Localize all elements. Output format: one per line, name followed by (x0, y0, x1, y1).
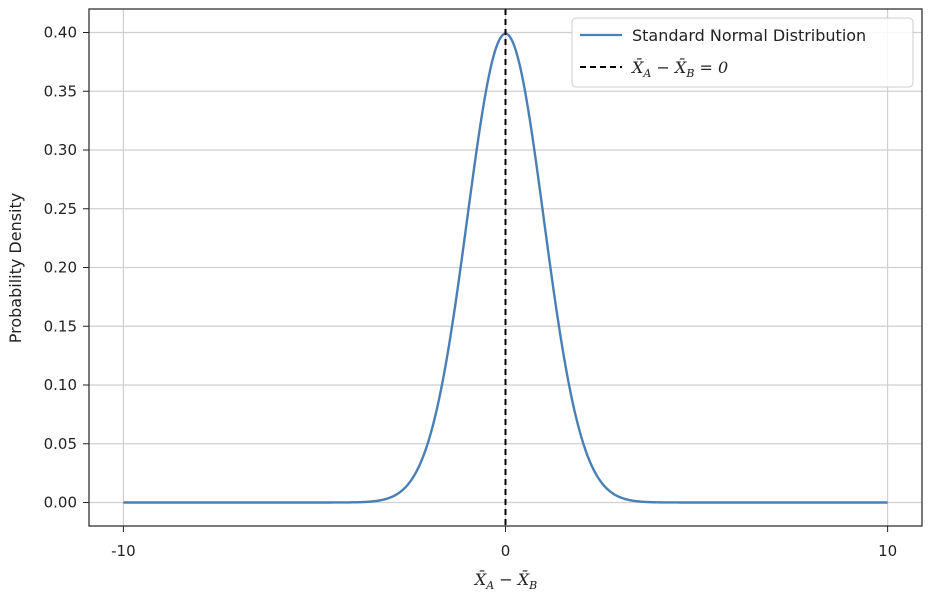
y-tick-label: 0.15 (44, 317, 77, 335)
y-axis-ticks: 0.00 0.05 0.10 0.15 0.20 0.25 0.30 0.35 0.40 (44, 24, 89, 512)
y-tick-label: 0.40 (44, 24, 77, 42)
legend: Standard Normal Distribution X̄A − X̄B =… (571, 17, 914, 88)
legend-label-normal: Standard Normal Distribution (632, 26, 866, 45)
y-tick-label: 0.25 (44, 200, 77, 218)
y-tick-label: 0.10 (44, 376, 77, 394)
legend-vline-xbar-b: X̄ (673, 56, 687, 77)
legend-vline-sub-a: A (642, 67, 651, 80)
x-axis-label: X̄A − X̄B (473, 568, 537, 592)
x-tick-label: -10 (111, 542, 136, 560)
legend-vline-xbar-a: X̄ (630, 56, 644, 77)
legend-box (571, 17, 914, 88)
x-tick-label: 0 (501, 542, 511, 560)
legend-label-vline: X̄A − X̄B = 0 (630, 56, 728, 80)
x-axis-label-sub-b: B (528, 579, 537, 592)
x-tick-label: 10 (878, 542, 897, 560)
legend-vline-equals: = 0 (694, 58, 728, 77)
y-tick-label: 0.05 (44, 435, 77, 453)
x-axis-ticks: -10 0 10 (111, 526, 897, 560)
x-axis-label-sub-a: A (485, 579, 494, 592)
y-tick-label: 0.20 (44, 259, 77, 277)
legend-vline-sub-b: B (685, 67, 694, 80)
y-tick-label: 0.30 (44, 141, 77, 159)
y-axis-label: Probability Density (6, 193, 25, 344)
legend-vline-minus: − (651, 58, 675, 77)
x-axis-label-xbar-a: X̄ (473, 568, 487, 589)
x-axis-label-xbar-b: X̄ (516, 568, 530, 589)
plot-lines (123, 9, 888, 526)
x-axis-label-minus: − (494, 570, 518, 589)
y-tick-label: 0.35 (44, 82, 77, 100)
y-tick-label: 0.00 (44, 494, 77, 512)
